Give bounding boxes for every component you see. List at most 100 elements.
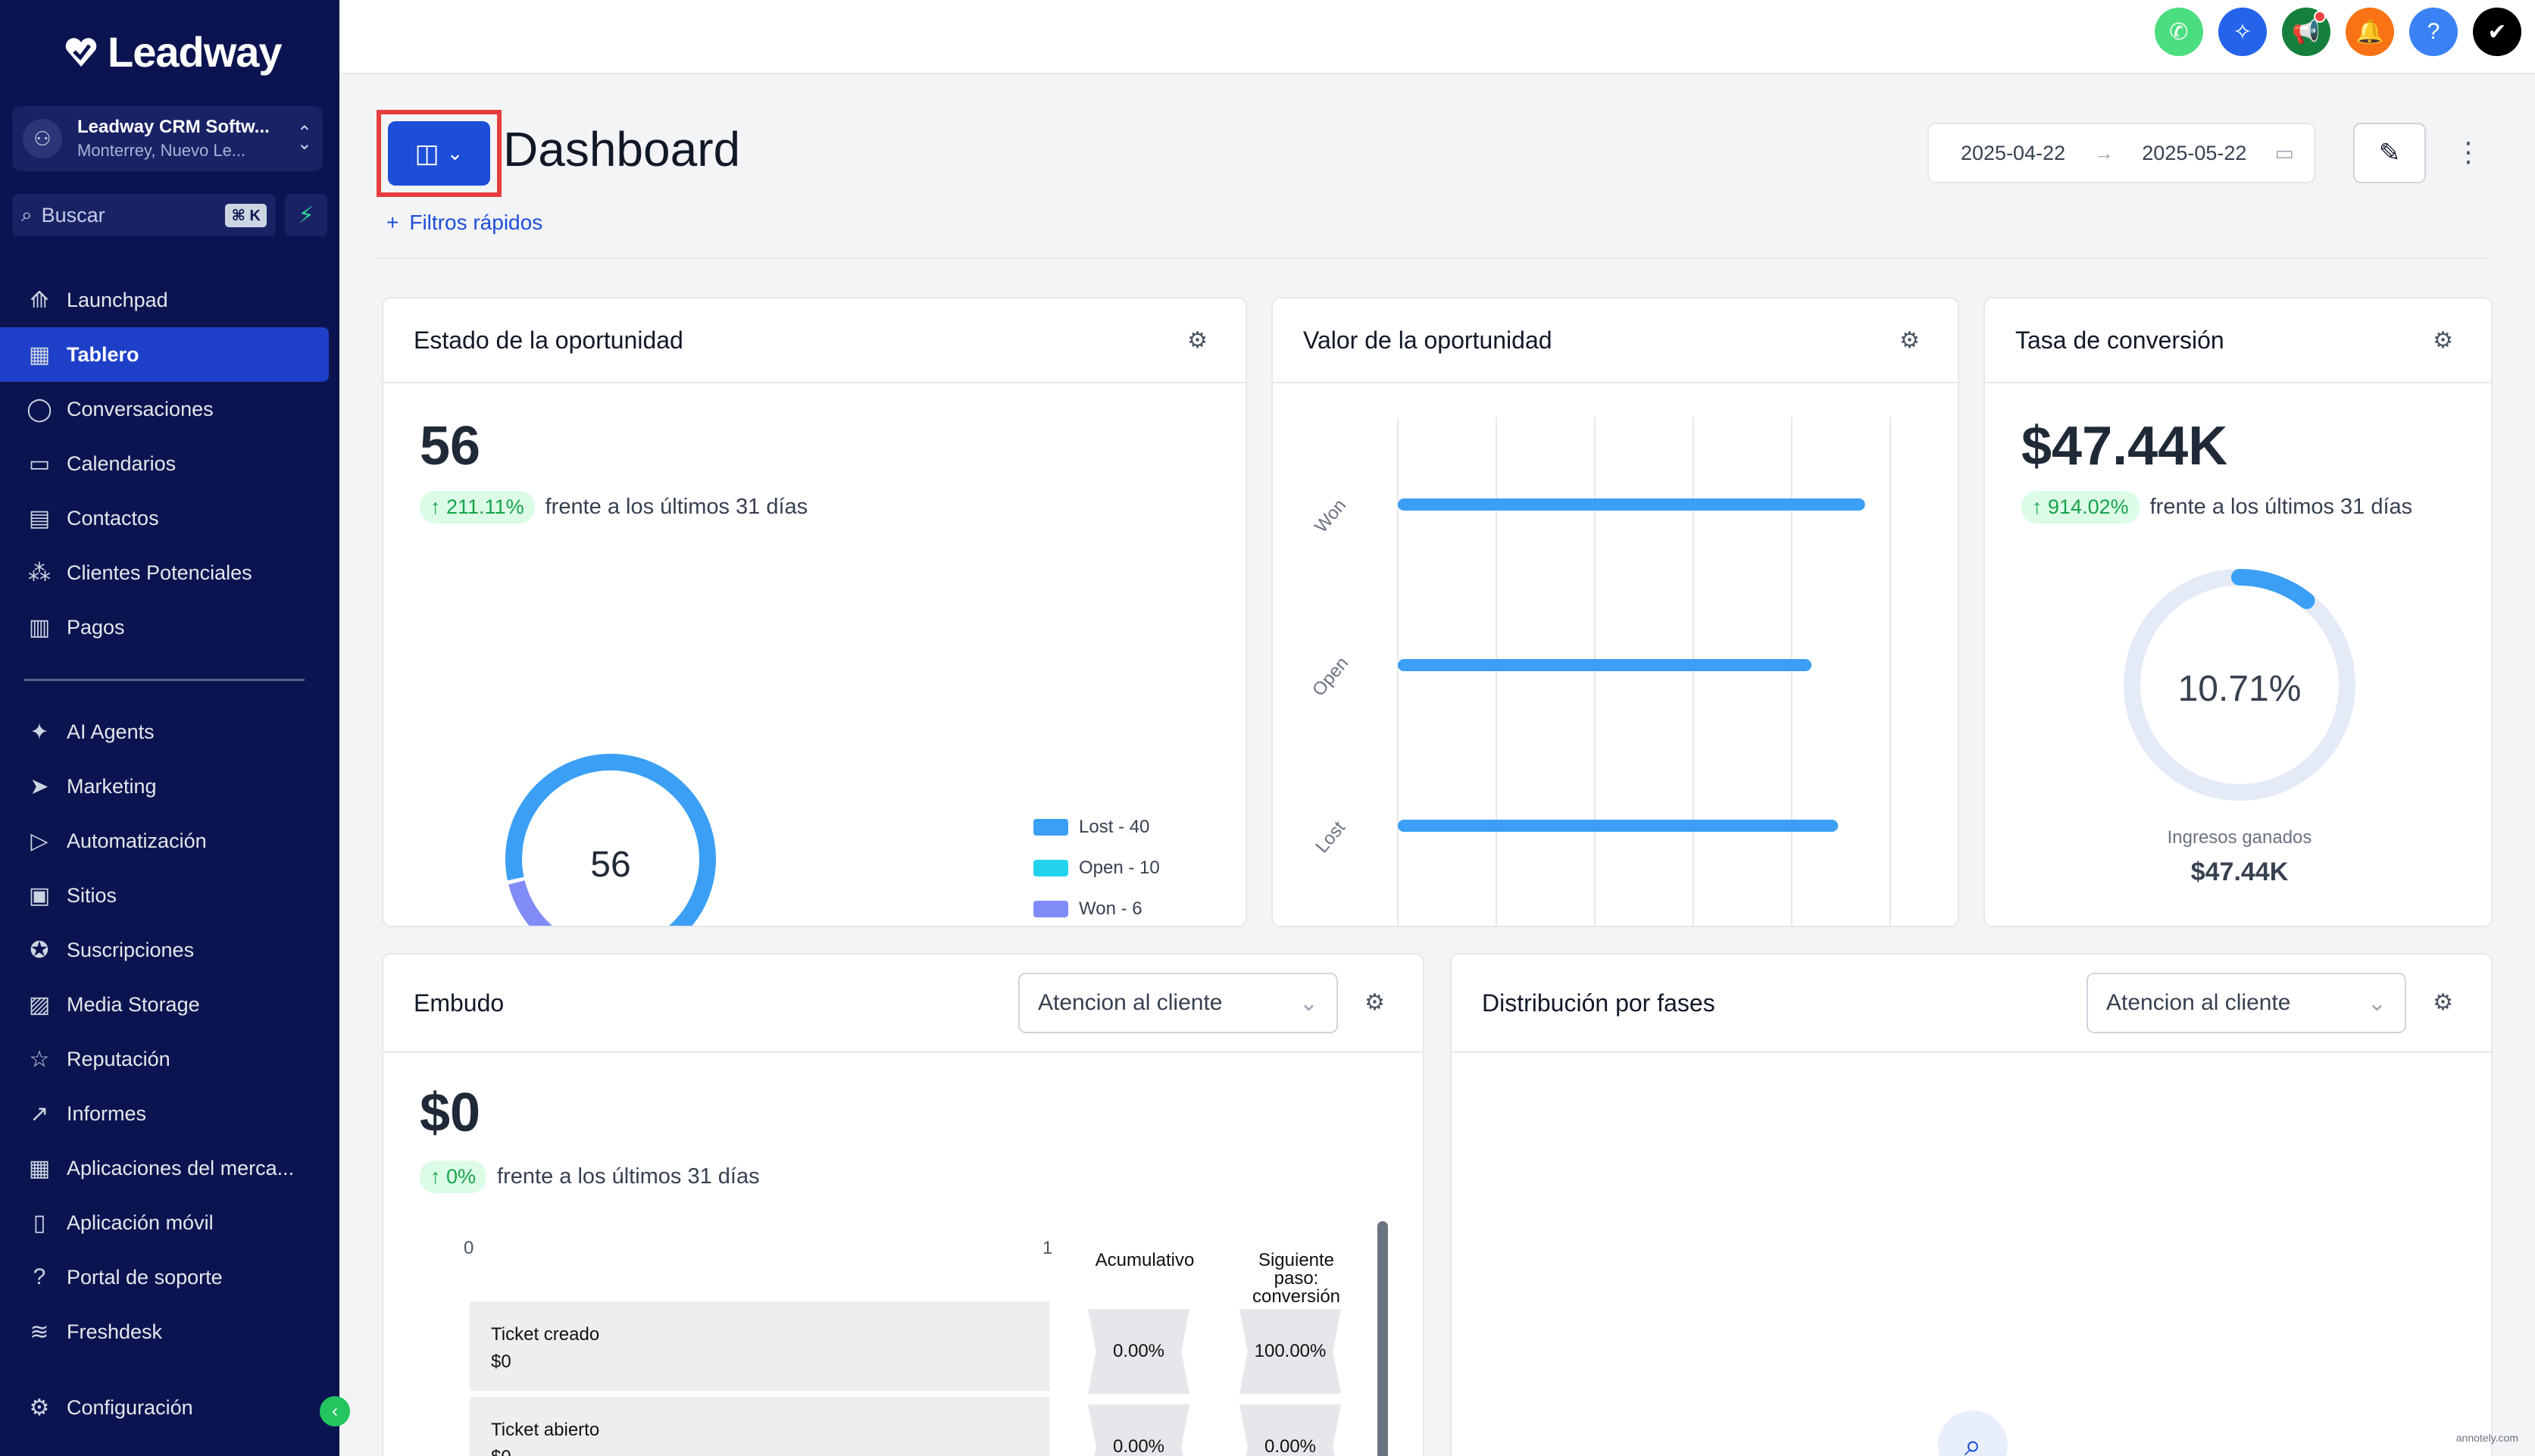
metric-value: $47.44K (2021, 416, 2228, 476)
card-tasa-conversion: Tasa de conversión ⚙ $47.44K ↑ 914.02% f… (1983, 297, 2493, 927)
donut-slice-lost[interactable] (505, 754, 716, 927)
arrow-right-icon: → (2093, 141, 2115, 164)
sidebar-item-label: Launchpad (67, 288, 168, 311)
sidebar-item-automatizaci-n[interactable]: ▷ Automatización (0, 814, 329, 868)
sidebar-item-calendarios[interactable]: ▭ Calendarios (0, 436, 329, 491)
nav-secondary: ✦ AI Agents ➤ Marketing ▷ Automatización ▣ Siti… (0, 705, 339, 1359)
scrollbar[interactable] (1377, 1221, 1388, 1456)
sidebar-item-label: Sitios (67, 883, 117, 907)
sidebar-item-tablero[interactable]: ▦ Tablero (0, 327, 329, 382)
metric-trend: ↑ 211.11% frente a los últimos 31 días (420, 491, 808, 523)
mobile-icon: ▯ (33, 1210, 46, 1236)
chevron-updown-icon: ⌃ ⌄ (296, 123, 312, 154)
bar-won[interactable] (1398, 498, 1865, 511)
sidebar-item-reputaci-n[interactable]: ☆ Reputación (0, 1032, 329, 1086)
card-valor-oportunidad: Valor de la oportunidad ⚙ Won Open Lost (1271, 297, 1959, 927)
ai-sparkle-icon[interactable]: ✧ (2218, 8, 2267, 56)
bell-icon[interactable]: 🔔 (2346, 8, 2394, 56)
sidebar-item-label: Contactos (67, 506, 159, 530)
bar-open[interactable] (1398, 659, 1811, 671)
sidebar-item-label: Freshdesk (67, 1320, 163, 1343)
megaphone-icon[interactable]: 📢 (2282, 8, 2330, 56)
dashboard-switcher-button[interactable]: ◫ ⌄ (388, 121, 490, 186)
sidebar-item-launchpad[interactable]: ⟰ Launchpad (0, 273, 329, 327)
sidebar-item-clientes-potenciales[interactable]: ⁂ Clientes Potenciales (0, 545, 329, 600)
settings-sliders-icon[interactable]: ⚙ (1364, 990, 1385, 1015)
image-icon: ▨ (28, 992, 51, 1017)
sidebar-item-informes[interactable]: ↗ Informes (0, 1086, 329, 1141)
chevron-down-icon: ⌄ (1299, 990, 1318, 1016)
sidebar-item-label: Suscripciones (67, 938, 195, 961)
sidebar-item-suscripciones[interactable]: ✪ Suscripciones (0, 923, 329, 977)
topbar-actions: ✆ ✧ 📢 🔔? ✔ (2155, 8, 2521, 56)
quick-action-button[interactable]: ⚡ (285, 194, 327, 236)
loading-search-icon: ⌕ (1938, 1411, 2008, 1456)
sidebar-item-portal-de-soporte[interactable]: ? Portal de soporte (0, 1250, 329, 1304)
legend-item[interactable]: Open - 10 (1033, 858, 1160, 879)
nav-divider (24, 679, 305, 681)
metric-value: 56 (420, 416, 481, 476)
star-icon: ☆ (29, 1046, 50, 1072)
search-input[interactable]: ⌕ Buscar ⌘ K (12, 194, 276, 236)
collapse-sidebar-button[interactable]: ‹ (320, 1396, 350, 1426)
sidebar-item-media-storage[interactable]: ▨ Media Storage (0, 977, 329, 1032)
sidebar-item-configuracion[interactable]: ⚙ Configuración (0, 1380, 329, 1435)
settings-sliders-icon[interactable]: ⚙ (2433, 328, 2453, 353)
layout-icon: ◫ (414, 139, 439, 168)
sidebar-item-marketing[interactable]: ➤ Marketing (0, 759, 329, 814)
brand-icon[interactable]: ✔ (2473, 8, 2521, 56)
account-switcher[interactable]: ⚇ Leadway CRM Softw... Monterrey, Nuevo … (12, 106, 323, 171)
card-estado-oportunidad: Estado de la oportunidad ⚙ 56 ↑ 211.11% … (382, 297, 1247, 927)
trend-icon: ↗ (30, 1101, 49, 1126)
legend-label: Lost - 40 (1079, 817, 1150, 837)
help-icon[interactable]: ? (2409, 8, 2458, 56)
pencil-icon: ✎ (2378, 139, 2401, 167)
search-icon: ⌕ (21, 203, 33, 226)
sites-icon: ▣ (28, 883, 51, 908)
sidebar-item-label: Automatización (67, 829, 207, 852)
phone-icon[interactable]: ✆ (2155, 8, 2203, 56)
card-header: Valor de la oportunidad ⚙ (1273, 298, 1958, 383)
apps-icon: ▦ (28, 1155, 51, 1181)
quick-filters-label: Filtros rápidos (409, 211, 543, 234)
sidebar-item-conversaciones[interactable]: ◯ Conversaciones (0, 382, 329, 436)
sidebar-item-contactos[interactable]: ▤ Contactos (0, 491, 329, 545)
quick-filters-button[interactable]: + Filtros rápidos (386, 211, 542, 235)
funnel-stage-row[interactable]: Ticket abierto $0 (470, 1397, 1050, 1456)
search-placeholder: Buscar (41, 203, 105, 227)
settings-sliders-icon[interactable]: ⚙ (1899, 328, 1920, 353)
card-header: Tasa de conversión ⚙ (1985, 298, 2491, 383)
funnel-axis-max: 1 (1042, 1238, 1053, 1258)
chevron-down-icon: ⌄ (2367, 990, 2387, 1016)
pipeline-select[interactable]: Atencion al cliente ⌄ (1018, 973, 1338, 1033)
funnel-stage-name: Ticket creado (491, 1324, 600, 1345)
sidebar-item-sitios[interactable]: ▣ Sitios (0, 868, 329, 923)
card-header: Embudo ⚙ (383, 955, 1423, 1053)
bar-lost[interactable] (1398, 820, 1839, 832)
brand-logo[interactable]: Leadway (62, 27, 283, 77)
sidebar-item-ai-agents[interactable]: ✦ AI Agents (0, 705, 329, 759)
settings-sliders-icon[interactable]: ⚙ (1187, 328, 1208, 353)
funnel-stage-row[interactable]: Ticket creado $0 (470, 1301, 1050, 1391)
sidebar-item-freshdesk[interactable]: ≋ Freshdesk (0, 1304, 329, 1359)
edit-dashboard-button[interactable]: ✎ (2353, 123, 2426, 183)
funnel-next-cell: 100.00% (1239, 1309, 1341, 1394)
sidebar-item-pagos[interactable]: ▥ Pagos (0, 600, 329, 655)
trend-badge: ↑ 0% (420, 1161, 487, 1193)
legend-item[interactable]: Won - 6 (1033, 898, 1160, 920)
donut-slice-won[interactable] (508, 880, 553, 927)
settings-sliders-icon[interactable]: ⚙ (2433, 990, 2453, 1015)
notification-dot (2314, 11, 2326, 23)
date-range-picker[interactable]: 2025-04-22 → 2025-05-22 ▭ (1927, 123, 2315, 183)
sidebar-item-label: Aplicación móvil (67, 1211, 214, 1234)
payments-icon: ▥ (28, 614, 51, 640)
legend-swatch (1033, 819, 1068, 836)
more-options-button[interactable]: ⋮ (2455, 136, 2482, 168)
legend-item[interactable]: Lost - 40 (1033, 817, 1160, 838)
value-bar-chart: Won Open Lost (1308, 417, 1891, 926)
funnel-stage-name: Ticket abierto (491, 1420, 600, 1440)
sidebar-item-aplicaci-n-m-vil[interactable]: ▯ Aplicación móvil (0, 1195, 329, 1250)
sidebar-item-label: Clientes Potenciales (67, 561, 252, 584)
sidebar-item-aplicaciones-del-merca[interactable]: ▦ Aplicaciones del merca... (0, 1141, 329, 1195)
pipeline-select[interactable]: Atencion al cliente ⌄ (2086, 973, 2406, 1033)
